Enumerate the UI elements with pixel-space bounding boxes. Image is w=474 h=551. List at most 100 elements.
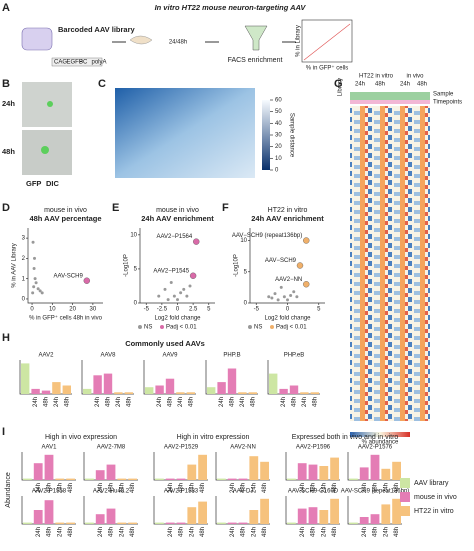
point [273,292,277,296]
bar [44,454,54,480]
label: 50 [275,109,282,115]
label: 48h [47,527,53,537]
label: 0 [275,168,279,174]
label: 24h [300,483,306,493]
label: 5 [317,307,321,313]
bar [114,392,123,394]
label: AAV2-P1596 [296,445,331,451]
label: 24h [321,527,327,537]
label: PHP.eB [284,353,305,359]
label: 48h [332,527,338,537]
label: AAV-SCH9 [54,273,84,279]
label: AAV2-P1576 [358,445,393,451]
label: AAV2−P1545 [153,268,189,274]
label: 24h [54,397,60,407]
construct-box [51,57,103,67]
bar [21,363,30,394]
bar [370,454,380,480]
label: polyA [92,60,107,66]
bar [198,454,207,480]
label: H [2,332,10,344]
label: 24h [116,397,122,407]
label: 5 [134,266,138,272]
label: 48h [292,397,298,407]
bar [330,498,339,524]
bar [176,478,186,480]
label: Sample [433,92,454,98]
bar [287,478,296,480]
legend-dot [248,325,252,329]
bar [260,461,269,480]
legend-swatch [400,478,410,488]
scatter-icon [301,19,353,63]
cell-icon [129,35,153,45]
bar [33,463,43,480]
bar [106,508,116,524]
label: 48h [168,397,174,407]
label: Commonly used AAVs [125,339,205,348]
label: DIC [46,179,60,188]
capsid-icon [21,27,53,51]
label: GFP [26,179,41,188]
label: -5 [254,307,260,313]
label: Sample distance [288,113,294,158]
bar [297,508,307,524]
label: 48h [241,483,247,493]
label: In vitro HT22 mouse neuron-targeting AAV [155,3,307,12]
label: % in Library [296,25,302,57]
bar [106,464,116,480]
bar [310,392,319,394]
label: 0 [176,307,180,313]
label: 48h [373,483,379,493]
label: Padj < 0.01 [276,325,307,331]
label: -5 [144,307,150,313]
bar [23,522,32,524]
point [31,240,35,244]
label: AAV2-P1529 [164,445,199,451]
label: 0 [30,307,34,313]
point [34,281,38,285]
label: HT22 in vitro [414,508,454,515]
label: AAV9 [163,353,179,359]
bar [289,385,299,394]
abundance-heatmap [350,106,430,421]
bar [165,478,175,480]
label: Expressed both in vivo and in vitro [292,434,399,441]
bar [155,385,164,394]
bar [44,500,54,524]
point [289,294,293,297]
label: 24h [355,82,365,88]
label: Log2 fold change [154,316,201,322]
label: 24h [383,483,389,493]
point [32,267,36,271]
label: 10 [49,307,56,313]
label: 48h [109,527,115,537]
label: 24h [230,527,236,537]
label: AAV-SCH9 (repeat136bp) [341,489,410,495]
label: 48h [417,82,427,88]
bar [308,507,318,524]
label: HT22 in vitro [268,207,308,214]
label: AAV library [414,480,449,487]
label: A [2,2,10,14]
label: High in vitro expression [177,434,250,441]
label: 24h [33,397,39,407]
bar [349,478,358,480]
bar [238,522,248,524]
highlight-point [83,277,90,284]
label: 48h [68,483,74,493]
bar [249,456,259,480]
bar [124,392,133,394]
point [267,295,271,299]
point [295,295,299,299]
label: AAV−SCH9 (repeat136bp) [232,233,302,239]
label: 48h [106,397,112,407]
label: AAV8 [101,353,117,359]
highlight-point [303,281,310,288]
bar [392,461,401,480]
label: 48h [394,527,400,537]
point [276,298,280,302]
label: -Log10P [234,254,240,277]
label: 24h [119,527,125,537]
